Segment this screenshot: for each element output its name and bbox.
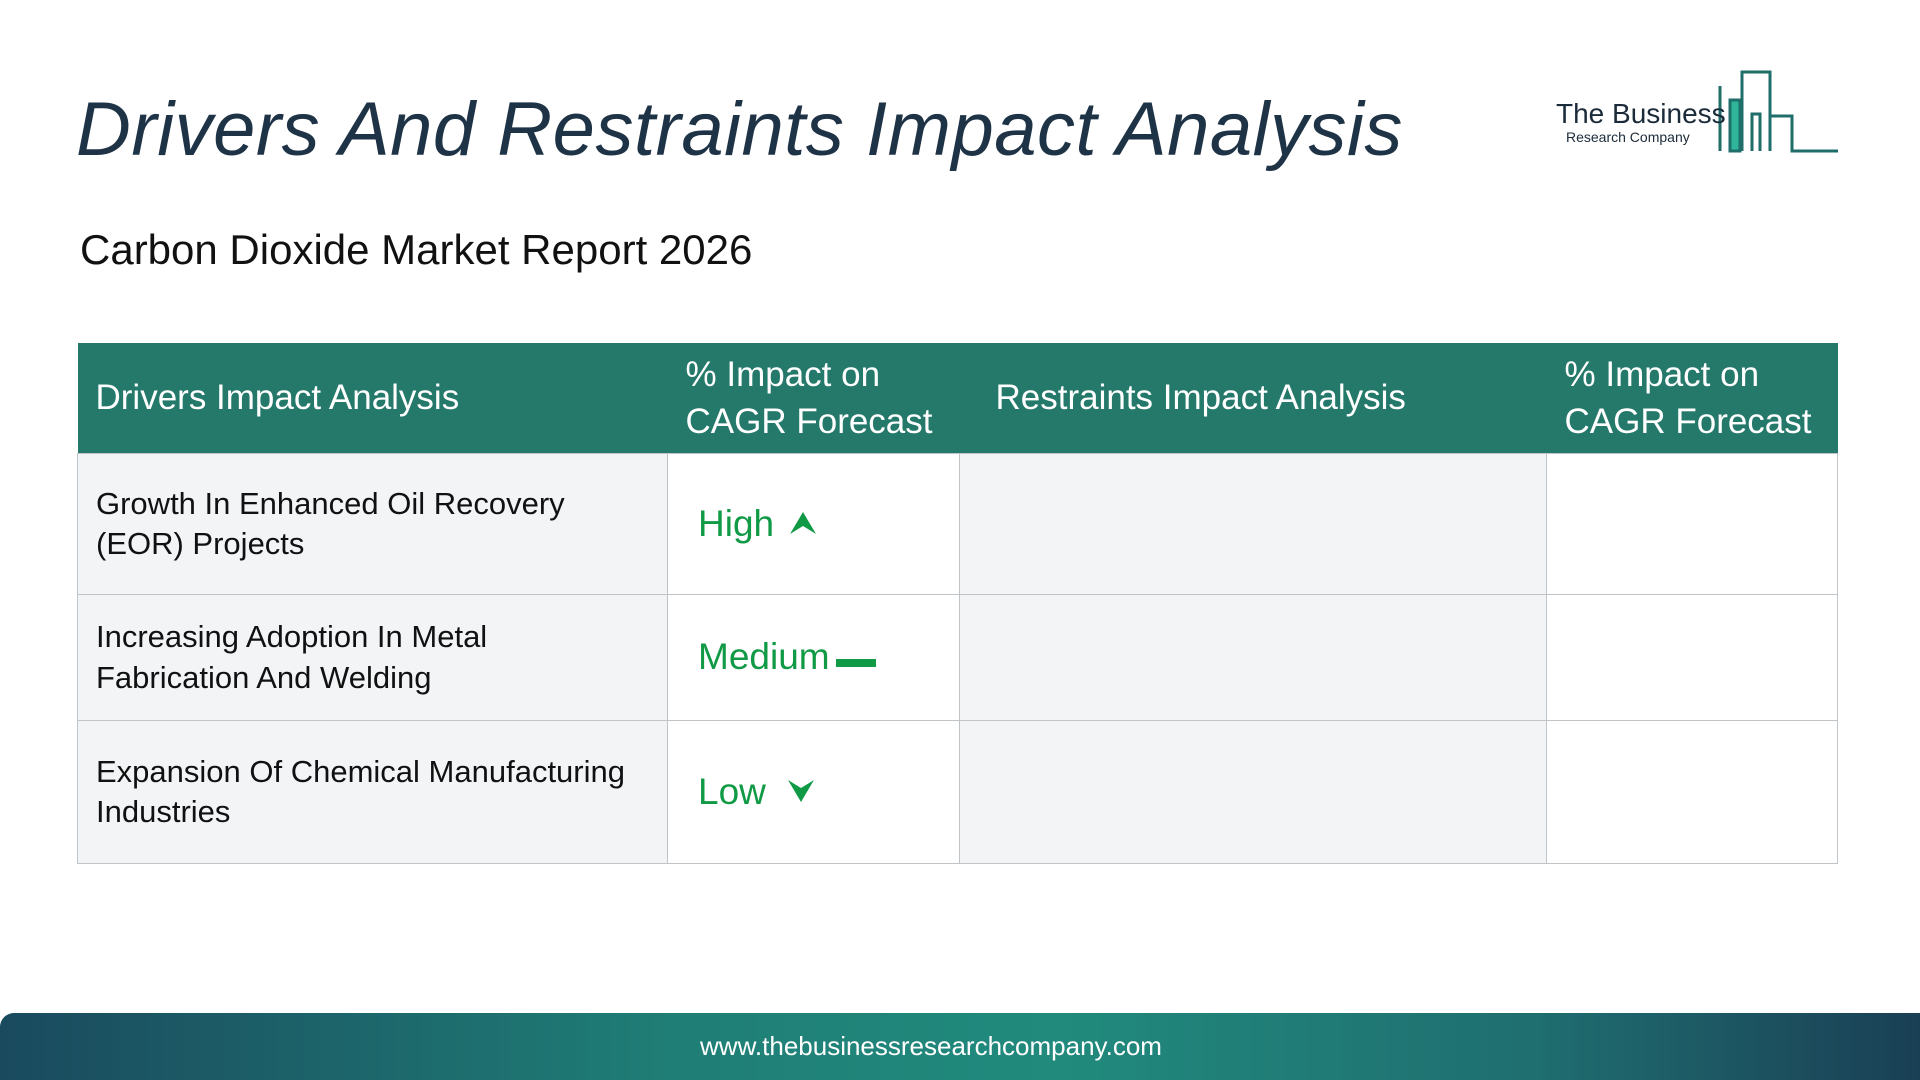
dash-icon bbox=[835, 633, 876, 681]
restraint-impact-cell bbox=[1546, 720, 1838, 864]
table-row: Growth In Enhanced Oil Recovery (EOR) Pr… bbox=[77, 453, 1838, 595]
table-row: Expansion Of Chemical Manufacturing Indu… bbox=[77, 720, 1838, 864]
bar-graph-logo-icon bbox=[1718, 70, 1838, 153]
restraint-cell bbox=[959, 594, 1547, 721]
driver-cell: Growth In Enhanced Oil Recovery (EOR) Pr… bbox=[77, 453, 668, 595]
driver-cell: Expansion Of Chemical Manufacturing Indu… bbox=[77, 720, 668, 864]
table-row: Increasing Adoption In Metal Fabrication… bbox=[77, 594, 1838, 721]
website-link[interactable]: www.thebusinessresearchcompany.com bbox=[700, 1031, 1162, 1061]
restraint-impact-cell bbox=[1546, 594, 1838, 721]
company-logo[interactable]: The Business Research Company bbox=[1552, 66, 1842, 156]
column-header-restraints: Restraints Impact Analysis bbox=[959, 343, 1547, 454]
logo-subname: Research Company bbox=[1566, 129, 1690, 145]
report-subtitle: Carbon Dioxide Market Report 2026 bbox=[80, 226, 753, 273]
restraint-cell bbox=[959, 720, 1547, 864]
column-header-drivers: Drivers Impact Analysis bbox=[77, 343, 668, 454]
impact-cell: Low bbox=[667, 720, 960, 864]
restraint-impact-cell bbox=[1546, 453, 1838, 595]
logo-name: The Business bbox=[1556, 98, 1726, 129]
restraint-cell bbox=[959, 453, 1547, 595]
arrow-down-icon bbox=[786, 768, 816, 816]
column-header-restraint-impact: % Impact on CAGR Forecast bbox=[1546, 343, 1838, 454]
impact-level: Medium bbox=[698, 636, 830, 678]
column-header-driver-impact: % Impact on CAGR Forecast bbox=[667, 343, 960, 454]
impact-analysis-table: Drivers Impact Analysis % Impact on CAGR… bbox=[77, 343, 1838, 864]
impact-level: High bbox=[698, 502, 775, 544]
impact-cell: Medium bbox=[667, 594, 960, 721]
table-header-row: Drivers Impact Analysis % Impact on CAGR… bbox=[77, 343, 1838, 454]
footer-bar: www.thebusinessresearchcompany.com bbox=[0, 1013, 1920, 1080]
page-title: Drivers And Restraints Impact Analysis bbox=[76, 87, 1403, 172]
impact-level: Low bbox=[698, 770, 766, 812]
impact-cell: High bbox=[667, 453, 960, 595]
driver-cell: Increasing Adoption In Metal Fabrication… bbox=[77, 594, 668, 721]
arrow-up-icon bbox=[788, 500, 818, 548]
